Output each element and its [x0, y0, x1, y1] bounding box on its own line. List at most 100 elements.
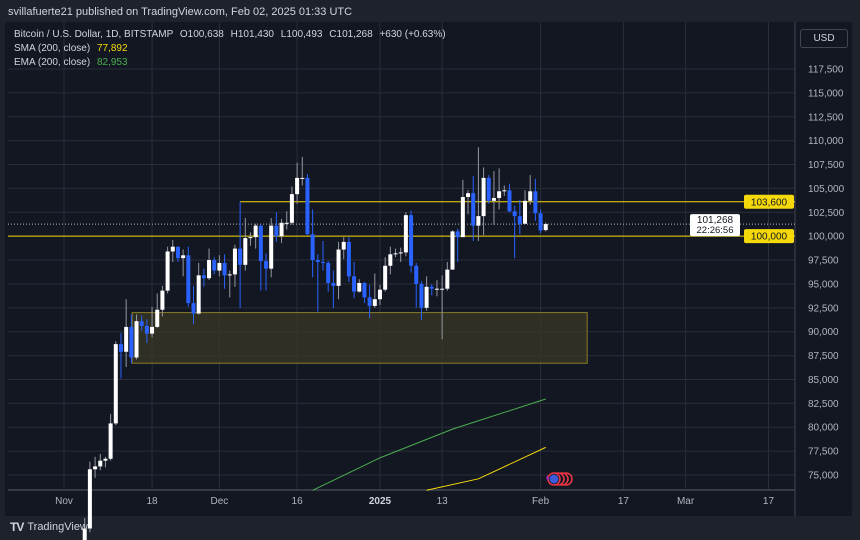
time-tick-label: 18: [146, 496, 158, 507]
candle-body: [144, 325, 149, 334]
price-tick-label: 80,000: [808, 423, 839, 434]
candle-body: [150, 326, 155, 334]
candle-body: [388, 254, 393, 266]
candle-body: [232, 248, 237, 275]
candle-body: [491, 197, 496, 201]
candle-body: [269, 225, 274, 269]
chart-legend: Bitcoin / U.S. Dollar, 1D, BITSTAMP O100…: [14, 28, 446, 70]
candle-body: [321, 261, 325, 263]
candle-body: [207, 260, 212, 279]
sma-row[interactable]: SMA (200, close) 77,892: [14, 42, 446, 56]
candle-body: [352, 276, 357, 292]
price-tick-label: 117,500: [808, 65, 844, 76]
level-price-tag: [744, 229, 794, 244]
candle-body: [305, 177, 310, 235]
candle-body: [414, 265, 419, 284]
price-tick-label: 90,000: [808, 327, 839, 338]
time-tick-label: 13: [437, 496, 449, 507]
candle-body: [367, 297, 372, 306]
sma-label: SMA (200, close): [14, 43, 91, 54]
candle-body: [393, 253, 398, 255]
time-tick-label: Feb: [532, 496, 550, 507]
candle-body: [134, 321, 139, 358]
candle-body: [486, 177, 491, 201]
price-tick-label: 105,000: [808, 184, 845, 195]
candle-body: [93, 466, 98, 470]
candle-body: [450, 231, 455, 270]
candle-body: [326, 262, 331, 283]
candle-body: [403, 215, 408, 253]
price-tick-label: 110,000: [808, 136, 844, 147]
candle-body: [383, 265, 388, 290]
candle-body: [217, 262, 222, 271]
ohlc-open: O100,638: [179, 29, 224, 40]
price-tick-label: 77,500: [808, 447, 839, 458]
ohlc-close: C101,268: [329, 29, 373, 40]
candle-body: [440, 288, 445, 290]
bar-countdown-label: 22:26:56: [697, 225, 734, 236]
time-tick-label: 2025: [369, 496, 392, 507]
candle-body: [103, 458, 108, 461]
price-tick-label: 115,000: [808, 88, 844, 99]
candle-body: [284, 222, 289, 224]
candle-body: [460, 197, 465, 238]
price-change: +630 (+0.63%): [379, 29, 446, 40]
candle-body: [336, 249, 341, 286]
ohlc-high: H101,430: [230, 29, 274, 40]
price-tick-label: 112,500: [808, 112, 844, 123]
time-tick-label: 17: [618, 496, 630, 507]
price-tick-label: 75,000: [808, 471, 839, 482]
level-price-label: 100,000: [751, 232, 788, 243]
candle-body: [357, 282, 362, 292]
candle-body: [372, 299, 377, 306]
candle-body: [98, 460, 103, 467]
candle-body: [87, 469, 92, 529]
sparkle-icon: [546, 475, 549, 481]
candle-body: [264, 261, 269, 269]
price-tick-label: 107,500: [808, 160, 845, 171]
candle-body: [502, 190, 507, 192]
candle-body: [476, 216, 481, 226]
ema-label: EMA (200, close): [14, 57, 91, 68]
candle-body: [533, 191, 538, 214]
candle-body: [253, 225, 258, 238]
brand-name: TradingView: [27, 521, 88, 533]
candle-body: [238, 248, 243, 265]
candle-body: [424, 286, 429, 308]
time-tick-label: Mar: [677, 496, 695, 507]
candle-body: [331, 282, 336, 286]
candle-body: [517, 216, 522, 224]
candle-body: [466, 193, 471, 198]
ema-row[interactable]: EMA (200, close) 82,953: [14, 56, 446, 70]
candle-body: [113, 344, 118, 424]
candle-body: [429, 286, 434, 289]
candle-body: [295, 177, 300, 195]
ema-value: 82,953: [96, 57, 128, 68]
price-tick-label: 102,500: [808, 208, 845, 219]
candle-body: [507, 190, 512, 212]
candle-body: [398, 252, 403, 254]
candle-body: [543, 224, 548, 231]
candle-body: [289, 194, 294, 223]
candle-body: [512, 211, 517, 217]
candle-body: [175, 246, 180, 259]
chart-panel[interactable]: [5, 22, 852, 516]
candle-body: [409, 215, 414, 266]
publisher-line: svillafuerte21 published on TradingView.…: [8, 6, 353, 18]
level-price-tag: [744, 194, 794, 209]
price-tick-label: 85,000: [808, 375, 839, 386]
candle-body: [160, 290, 165, 310]
candle-body: [181, 255, 186, 259]
candle-body: [538, 213, 543, 231]
sma-value: 77,892: [96, 43, 128, 54]
candle-body: [186, 255, 191, 304]
candle-body: [445, 269, 450, 289]
candle-body: [310, 234, 315, 261]
candle-body: [227, 274, 232, 276]
level-price-label: 103,600: [751, 197, 788, 208]
candle-body: [523, 200, 528, 224]
candle-body: [243, 238, 248, 265]
candle-body: [108, 423, 113, 459]
currency-button[interactable]: USD: [800, 29, 848, 48]
